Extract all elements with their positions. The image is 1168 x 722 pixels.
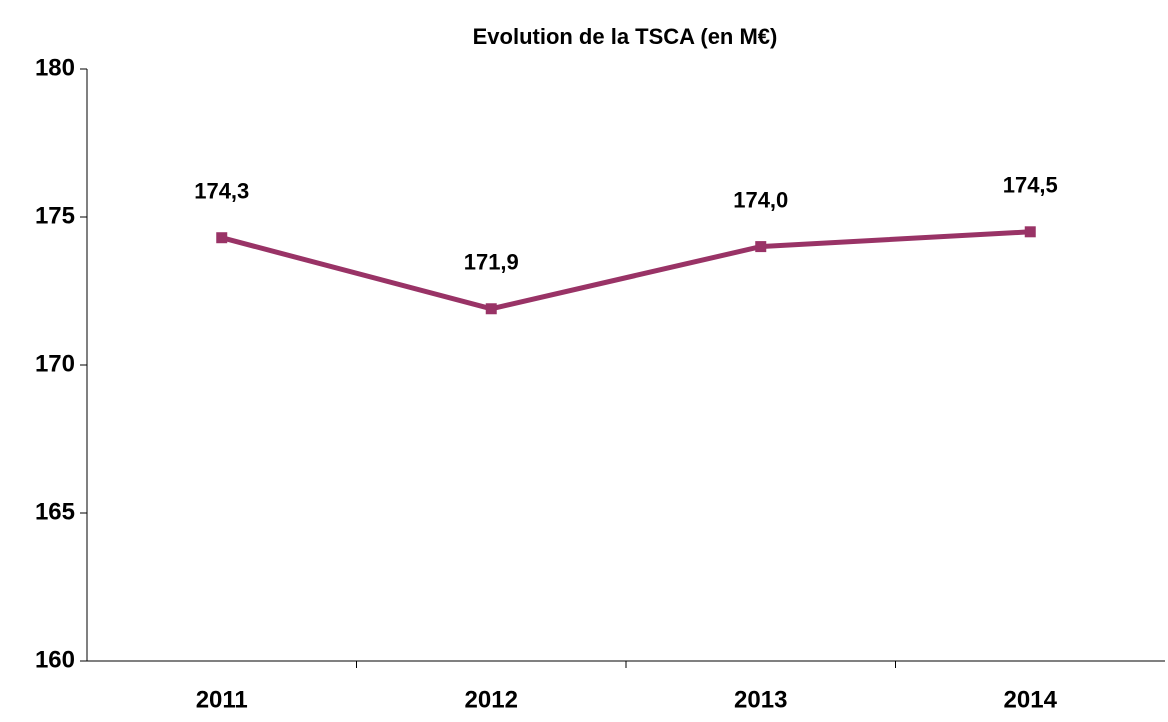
marker xyxy=(1024,226,1036,238)
marker xyxy=(216,232,228,244)
x-tick-label: 2012 xyxy=(465,686,518,713)
data-label: 174,5 xyxy=(1003,173,1058,198)
marker xyxy=(485,303,497,315)
data-label: 174,0 xyxy=(733,187,788,212)
x-tick-label: 2013 xyxy=(734,686,787,713)
x-tick-label: 2011 xyxy=(196,686,248,713)
chart-title: Evolution de la TSCA (en M€) xyxy=(473,24,778,49)
data-label: 171,9 xyxy=(464,250,519,275)
y-tick-label: 170 xyxy=(35,350,75,377)
y-tick-label: 165 xyxy=(35,498,75,525)
marker xyxy=(755,241,767,253)
data-label: 174,3 xyxy=(194,179,249,204)
line xyxy=(221,229,1031,312)
y-tick-label: 175 xyxy=(35,202,75,229)
y-tick-label: 180 xyxy=(35,54,75,81)
x-tick-label: 2014 xyxy=(1004,686,1058,713)
y-tick-label: 160 xyxy=(35,646,75,673)
